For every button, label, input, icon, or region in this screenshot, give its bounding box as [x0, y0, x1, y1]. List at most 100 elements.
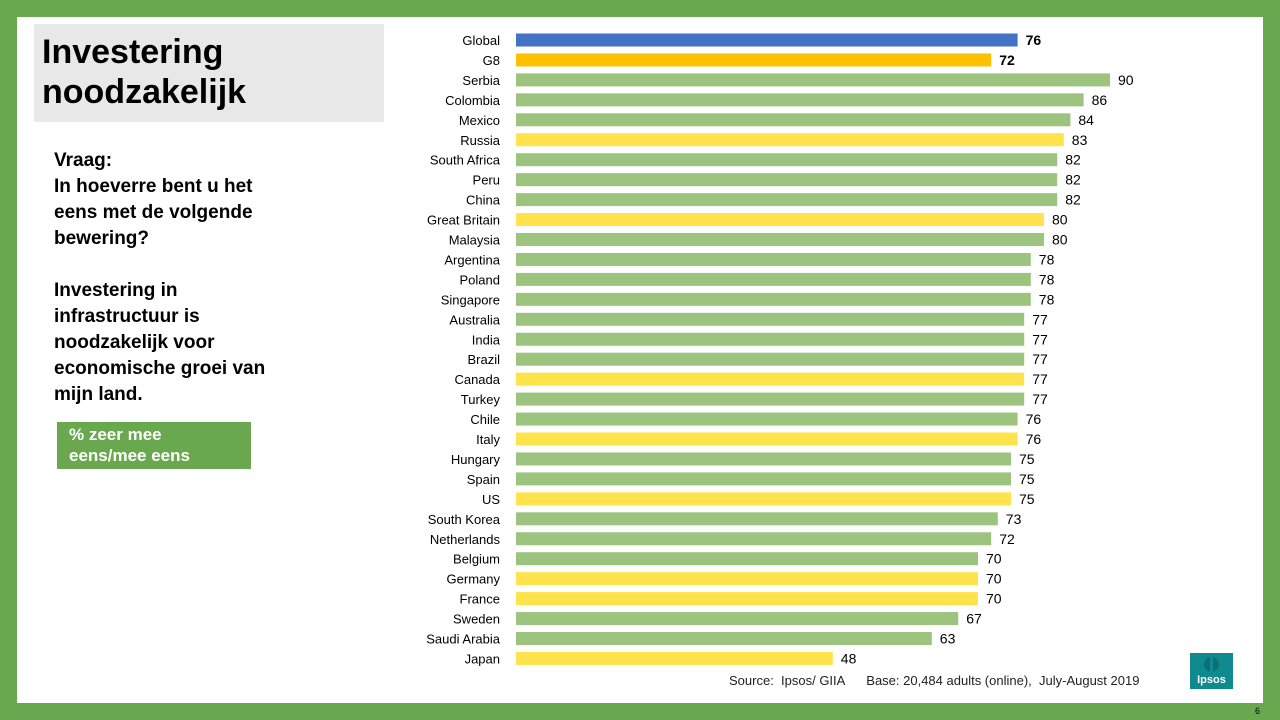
- source-note: Source: Ipsos/ GIIA Base: 20,484 adults …: [729, 673, 1140, 688]
- bar: [516, 33, 1018, 47]
- bar: [516, 572, 978, 586]
- bar: [516, 272, 1031, 286]
- question-line: bewering?: [54, 228, 150, 249]
- title-line-1: Investering: [42, 33, 224, 71]
- bar: [516, 632, 932, 645]
- category-label: China: [466, 193, 501, 208]
- data-label: 75: [1019, 491, 1035, 507]
- data-label: 77: [1032, 311, 1048, 327]
- category-label: Japan: [465, 651, 500, 666]
- data-label: 76: [1026, 411, 1042, 427]
- measure-label-box: % zeer mee eens/mee eens: [57, 422, 251, 469]
- page-number: 6: [1254, 706, 1260, 716]
- bar: [516, 73, 1110, 87]
- bar: [516, 173, 1058, 187]
- category-label: Malaysia: [449, 233, 501, 248]
- title-line-2: noodzakelijk: [42, 73, 247, 111]
- category-label: Netherlands: [430, 532, 501, 547]
- data-label: 63: [940, 631, 956, 647]
- ipsos-logo: Ipsos: [1190, 653, 1233, 689]
- category-label: Chile: [470, 412, 500, 427]
- bar: [516, 492, 1011, 506]
- bar: [516, 512, 998, 526]
- bar: [516, 53, 992, 67]
- slide: Investering noodzakelijk Vraag: In hoeve…: [17, 17, 1263, 703]
- bar: [516, 452, 1011, 466]
- category-label: Singapore: [441, 292, 500, 307]
- category-label: Brazil: [467, 352, 500, 367]
- category-label: G8: [483, 53, 500, 68]
- category-label: Australia: [449, 312, 500, 327]
- question-line: In hoeverre bent u het: [54, 176, 253, 197]
- data-label: 72: [999, 52, 1015, 68]
- category-label: Russia: [460, 133, 501, 148]
- bar: [516, 93, 1084, 107]
- bar: [516, 552, 978, 566]
- category-label: Colombia: [445, 93, 501, 108]
- measure-label-line-1: % zeer mee: [69, 425, 162, 444]
- data-label: 77: [1032, 351, 1048, 367]
- category-label: Argentina: [444, 252, 500, 267]
- data-label: 70: [986, 571, 1002, 587]
- category-label: Turkey: [461, 392, 501, 407]
- bar: [516, 412, 1018, 426]
- category-label: Poland: [460, 272, 500, 287]
- statement-line: noodzakelijk voor: [54, 332, 215, 353]
- bar: [516, 372, 1025, 386]
- data-label: 72: [999, 531, 1015, 547]
- statement-line: infrastructuur is: [54, 306, 200, 327]
- ipsos-logo-icon: [1204, 657, 1219, 672]
- data-label: 80: [1052, 212, 1068, 228]
- data-label: 75: [1019, 471, 1035, 487]
- question-line: Vraag:: [54, 150, 113, 171]
- bar: [516, 133, 1064, 147]
- ipsos-logo-text: Ipsos: [1197, 674, 1226, 686]
- bar: [516, 532, 992, 546]
- bar: [516, 332, 1025, 346]
- data-label: 48: [841, 650, 857, 666]
- category-label: France: [460, 592, 500, 607]
- category-label: Germany: [447, 572, 501, 587]
- bar: [516, 153, 1058, 167]
- bar-chart: Global 76 G8 72 Serbia 90 Colombia 86 Mexico 84 Ru…: [426, 32, 1134, 666]
- data-label: 80: [1052, 232, 1068, 248]
- statement-line: mijn land.: [54, 384, 143, 405]
- data-label: 75: [1019, 451, 1035, 467]
- bar: [516, 213, 1044, 227]
- data-label: 84: [1078, 112, 1094, 128]
- data-label: 73: [1006, 511, 1022, 527]
- data-label: 90: [1118, 72, 1134, 88]
- bar: [516, 233, 1044, 246]
- category-label: US: [482, 492, 500, 507]
- bar: [516, 592, 978, 606]
- bar: [516, 472, 1011, 486]
- bar: [516, 432, 1018, 446]
- category-label: Global: [462, 33, 500, 48]
- title-box: Investering noodzakelijk: [34, 24, 384, 122]
- category-label: Mexico: [459, 113, 500, 128]
- data-label: 86: [1092, 92, 1108, 108]
- data-label: 70: [986, 591, 1002, 607]
- data-label: 82: [1065, 192, 1081, 208]
- data-label: 78: [1039, 291, 1055, 307]
- data-label: 70: [986, 551, 1002, 567]
- data-label: 83: [1072, 132, 1088, 148]
- data-label: 82: [1065, 152, 1081, 168]
- category-label: Great Britain: [427, 213, 500, 228]
- statement: Investering in infrastructuur is noodzak…: [54, 278, 314, 408]
- data-label: 78: [1039, 271, 1055, 287]
- data-label: 78: [1039, 251, 1055, 267]
- category-label: Canada: [454, 372, 500, 387]
- data-label: 67: [966, 611, 982, 627]
- bar: [516, 352, 1025, 366]
- category-label: Saudi Arabia: [426, 632, 500, 647]
- question-prompt: Vraag: In hoeverre bent u het eens met d…: [54, 148, 314, 252]
- data-label: 77: [1032, 391, 1048, 407]
- bar: [516, 651, 833, 665]
- data-label: 77: [1032, 331, 1048, 347]
- data-label: 76: [1026, 32, 1042, 48]
- measure-label-line-2: eens/mee eens: [69, 446, 190, 465]
- category-label: India: [472, 332, 501, 347]
- data-label: 82: [1065, 172, 1081, 188]
- data-label: 76: [1026, 431, 1042, 447]
